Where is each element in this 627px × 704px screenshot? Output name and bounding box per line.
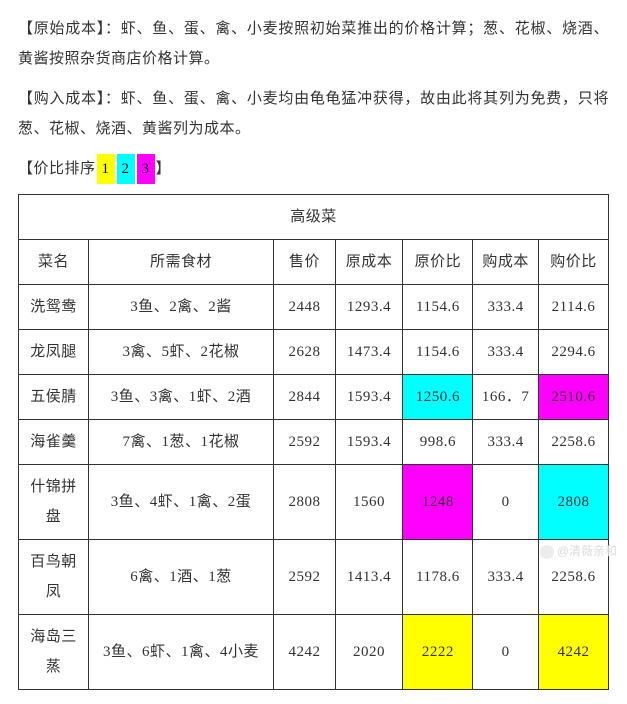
cell-orig-cost: 1593.4 [335, 420, 403, 465]
cell-price: 2808 [274, 465, 335, 540]
cell-ingredients: 6禽、1酒、1葱 [88, 540, 273, 615]
table-row: 五侯腈3鱼、3禽、1虾、2酒28441593.41250.6166．72510.… [19, 375, 609, 420]
cell-orig-cost: 1560 [335, 465, 403, 540]
cell-price: 2592 [274, 540, 335, 615]
cell-buy-cost: 0 [473, 615, 539, 690]
cell-price: 4242 [274, 615, 335, 690]
cell-ingredients: 3鱼、4虾、1禽、2蛋 [88, 465, 273, 540]
cell-name: 龙凤腿 [19, 330, 89, 375]
cell-ingredients: 7禽、1葱、1花椒 [88, 420, 273, 465]
cell-orig-cost: 2020 [335, 615, 403, 690]
table-title-row: 高级菜 [19, 195, 609, 240]
cell-buy-cost: 333.4 [473, 330, 539, 375]
watermark: @清薇亲和 [540, 539, 617, 563]
cell-name: 洗鸳鸯 [19, 285, 89, 330]
cell-orig-ratio: 1154.6 [403, 330, 473, 375]
rank-badge-3: 3 [137, 154, 155, 184]
cell-buy-ratio: 2114.6 [538, 285, 608, 330]
col-header-buy-ratio: 购价比 [538, 240, 608, 285]
cell-orig-ratio: 1250.6 [403, 375, 473, 420]
cell-orig-ratio: 1154.6 [403, 285, 473, 330]
label-original-cost: 【原始成本】： [18, 21, 121, 37]
col-header-ingredients: 所需食材 [88, 240, 273, 285]
cell-buy-cost: 0 [473, 465, 539, 540]
table-row: 龙凤腿3禽、5虾、2花椒26281473.41154.6333.42294.6 [19, 330, 609, 375]
cell-ingredients: 3鱼、2禽、2酱 [88, 285, 273, 330]
table-row: 百鸟朝凤6禽、1酒、1葱25921413.41178.6333.42258.6 [19, 540, 609, 615]
cell-orig-ratio: 998.6 [403, 420, 473, 465]
label-buy-cost: 【购入成本】： [18, 91, 121, 107]
cell-buy-cost: 333.4 [473, 540, 539, 615]
paragraph-original-cost: 【原始成本】：虾、鱼、蛋、禽、小麦按照初始菜推出的价格计算；葱、花椒、烧酒、黄酱… [18, 14, 609, 74]
cell-buy-cost: 166．7 [473, 375, 539, 420]
rank-badge-2: 2 [117, 154, 135, 184]
cell-buy-ratio: 2510.6 [538, 375, 608, 420]
col-header-name: 菜名 [19, 240, 89, 285]
rank-badge-1: 1 [97, 154, 115, 184]
cell-buy-ratio: 2294.6 [538, 330, 608, 375]
cell-name: 五侯腈 [19, 375, 89, 420]
col-header-price: 售价 [274, 240, 335, 285]
table-row: 洗鸳鸯3鱼、2禽、2酱24481293.41154.6333.42114.6 [19, 285, 609, 330]
table-row: 海雀羹7禽、1葱、1花椒25921593.4998.6333.42258.6 [19, 420, 609, 465]
cell-buy-cost: 333.4 [473, 420, 539, 465]
ranking-suffix: 】 [156, 161, 172, 177]
cell-buy-cost: 333.4 [473, 285, 539, 330]
cell-price: 2592 [274, 420, 335, 465]
cell-orig-cost: 1293.4 [335, 285, 403, 330]
cell-orig-cost: 1473.4 [335, 330, 403, 375]
cell-name: 海岛三蒸 [19, 615, 89, 690]
cell-orig-ratio: 2222 [403, 615, 473, 690]
col-header-orig-cost: 原成本 [335, 240, 403, 285]
col-header-buy-cost: 购成本 [473, 240, 539, 285]
paragraph-buy-cost: 【购入成本】：虾、鱼、蛋、禽、小麦均由龟龟猛冲获得，故由此将其列为免费，只将葱、… [18, 84, 609, 144]
cell-ingredients: 3鱼、3禽、1虾、2酒 [88, 375, 273, 420]
cell-orig-cost: 1413.4 [335, 540, 403, 615]
table-row: 什锦拼盘3鱼、4虾、1禽、2蛋28081560124802808 [19, 465, 609, 540]
cell-name: 百鸟朝凤 [19, 540, 89, 615]
watermark-text: @清薇亲和 [557, 544, 617, 558]
dishes-table: 高级菜 菜名 所需食材 售价 原成本 原价比 购成本 购价比 洗鸳鸯3鱼、2禽、… [18, 194, 609, 690]
cell-price: 2844 [274, 375, 335, 420]
cell-buy-ratio: 2258.6 [538, 420, 608, 465]
cell-price: 2628 [274, 330, 335, 375]
cell-ingredients: 3鱼、6虾、1禽、4小麦 [88, 615, 273, 690]
weibo-logo-icon [540, 545, 554, 559]
cell-orig-cost: 1593.4 [335, 375, 403, 420]
cell-buy-ratio: 4242 [538, 615, 608, 690]
cell-orig-ratio: 1178.6 [403, 540, 473, 615]
paragraph-ranking: 【价比排序123】 [18, 154, 609, 184]
cell-name: 什锦拼盘 [19, 465, 89, 540]
cell-price: 2448 [274, 285, 335, 330]
cell-ingredients: 3禽、5虾、2花椒 [88, 330, 273, 375]
table-header-row: 菜名 所需食材 售价 原成本 原价比 购成本 购价比 [19, 240, 609, 285]
cell-orig-ratio: 1248 [403, 465, 473, 540]
col-header-orig-ratio: 原价比 [403, 240, 473, 285]
cell-name: 海雀羹 [19, 420, 89, 465]
table-title: 高级菜 [19, 195, 609, 240]
ranking-prefix: 【价比排序 [18, 161, 96, 177]
table-row: 海岛三蒸3鱼、6虾、1禽、4小麦42422020222204242 [19, 615, 609, 690]
cell-buy-ratio: 2808 [538, 465, 608, 540]
